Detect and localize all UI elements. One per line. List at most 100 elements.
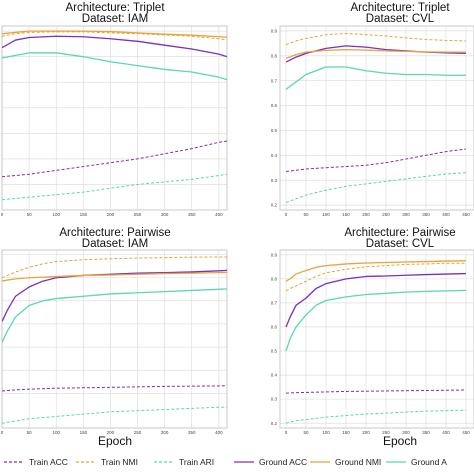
series-line-ground-acc bbox=[285, 45, 467, 63]
x-tick-label: 300 bbox=[161, 212, 169, 217]
series-line-ground-ari bbox=[2, 288, 227, 343]
series-line-train-acc bbox=[2, 385, 227, 392]
y-tick-label: 0.4 bbox=[271, 153, 278, 158]
series-line-train-nmi bbox=[285, 32, 467, 46]
y-tick-label: 0.8 bbox=[271, 53, 278, 58]
x-tick-label: 50 bbox=[303, 212, 309, 217]
series-line-train-ari bbox=[285, 409, 467, 424]
series-line-ground-ari bbox=[285, 66, 466, 90]
x-tick-label: 100 bbox=[52, 212, 60, 217]
x-tick-label: 150 bbox=[342, 212, 350, 217]
chart-title: Architecture: Pairwise bbox=[344, 227, 455, 239]
grid bbox=[280, 250, 474, 428]
series-line-ground-acc bbox=[285, 272, 467, 328]
x-tick-label: 300 bbox=[402, 430, 410, 435]
y-tick-label: 0.7 bbox=[271, 301, 278, 306]
series-line-train-nmi bbox=[2, 256, 227, 279]
legend-item-ground-ari: Ground A bbox=[386, 457, 447, 467]
x-tick-label: 250 bbox=[382, 212, 390, 217]
series-line-ground-nmi bbox=[285, 260, 467, 282]
legend-label: Train ARI bbox=[179, 457, 214, 467]
plot-frame bbox=[1, 249, 228, 429]
x-tick-label: 200 bbox=[362, 212, 370, 217]
series-line-train-nmi bbox=[2, 31, 227, 41]
series-line-train-nmi bbox=[285, 262, 466, 292]
series-group bbox=[2, 30, 227, 201]
x-tick-label: 400 bbox=[215, 430, 223, 435]
series-line-train-ari bbox=[2, 406, 227, 424]
x-tick-label: 300 bbox=[161, 430, 169, 435]
x-tick-label: 350 bbox=[188, 212, 196, 217]
x-tick-label: 350 bbox=[422, 212, 430, 217]
x-tick-label: 150 bbox=[80, 212, 88, 217]
x-tick-label: 0 bbox=[285, 430, 288, 435]
y-tick-label: 0.9 bbox=[271, 252, 278, 257]
series-group bbox=[285, 260, 467, 424]
chart-title: Architecture: Triplet bbox=[350, 2, 450, 14]
legend-label: Ground NMI bbox=[335, 457, 381, 467]
x-axis-label: Epoch bbox=[98, 434, 132, 448]
y-tick-label: 0.6 bbox=[271, 103, 278, 108]
grid bbox=[2, 250, 227, 428]
x-tick-label: 100 bbox=[322, 430, 330, 435]
x-tick-label: 200 bbox=[362, 430, 370, 435]
legend-item-train-ari: Train ARI bbox=[154, 457, 214, 467]
legend-item-ground-nmi: Ground NMI bbox=[310, 457, 381, 467]
x-tick-label: 200 bbox=[107, 430, 115, 435]
y-tick-label: 0.9 bbox=[271, 29, 278, 34]
y-tick-label: 0.8 bbox=[271, 276, 278, 281]
x-tick-label: 100 bbox=[52, 430, 60, 435]
legend-label: Train ACC bbox=[29, 457, 68, 467]
legend-label: Ground ACC bbox=[259, 457, 307, 467]
x-tick-label: 50 bbox=[27, 430, 33, 435]
x-tick-label: 350 bbox=[422, 430, 430, 435]
x-tick-label: 400 bbox=[215, 212, 223, 217]
series-line-train-ari bbox=[285, 172, 467, 204]
y-tick-label: 0.7 bbox=[271, 78, 278, 83]
x-tick-label: 0 bbox=[1, 212, 4, 217]
x-tick-label: 100 bbox=[322, 212, 330, 217]
legend-label: Train NMI bbox=[101, 457, 138, 467]
chart-subtitle: Dataset: CVL bbox=[366, 13, 435, 25]
y-tick-label: 0.6 bbox=[271, 325, 278, 330]
y-tick-label: 0.4 bbox=[271, 373, 278, 378]
x-tick-label: 50 bbox=[27, 212, 33, 217]
x-tick-label: 50 bbox=[303, 430, 309, 435]
chart-subtitle: Dataset: IAM bbox=[82, 238, 148, 250]
chart-title: Architecture: Pairwise bbox=[59, 227, 170, 239]
y-tick-label: 0.5 bbox=[271, 128, 278, 133]
x-tick-label: 0 bbox=[285, 212, 288, 217]
chart-subtitle: Dataset: IAM bbox=[82, 13, 148, 25]
chart-subtitle: Dataset: CVL bbox=[366, 238, 435, 250]
x-tick-label: 200 bbox=[107, 212, 115, 217]
x-tick-label: 150 bbox=[80, 430, 88, 435]
series-line-ground-nmi bbox=[285, 48, 466, 59]
y-tick-label: 0.3 bbox=[271, 397, 278, 402]
series-line-train-acc bbox=[285, 148, 467, 172]
legend-label: Ground A bbox=[411, 457, 447, 467]
x-tick-label: 450 bbox=[462, 212, 470, 217]
x-tick-label: 250 bbox=[382, 430, 390, 435]
x-tick-label: 300 bbox=[402, 212, 410, 217]
series-line-train-acc bbox=[285, 389, 467, 394]
x-tick-label: 450 bbox=[462, 430, 470, 435]
grid bbox=[2, 26, 227, 210]
y-tick-label: 0.3 bbox=[271, 178, 278, 183]
series-line-ground-nmi bbox=[2, 30, 227, 38]
plot-frame bbox=[279, 249, 474, 429]
grid bbox=[280, 26, 474, 210]
series-line-ground-ari bbox=[285, 289, 467, 352]
series-group bbox=[2, 256, 227, 424]
x-tick-label: 250 bbox=[134, 212, 142, 217]
series-line-train-acc bbox=[2, 140, 227, 178]
chart-title: Architecture: Triplet bbox=[65, 2, 165, 14]
series-group bbox=[285, 32, 467, 204]
x-tick-label: 400 bbox=[442, 212, 450, 217]
legend-item-train-nmi: Train NMI bbox=[76, 457, 138, 467]
plot-frame bbox=[1, 25, 228, 211]
plot-frame bbox=[279, 25, 474, 211]
